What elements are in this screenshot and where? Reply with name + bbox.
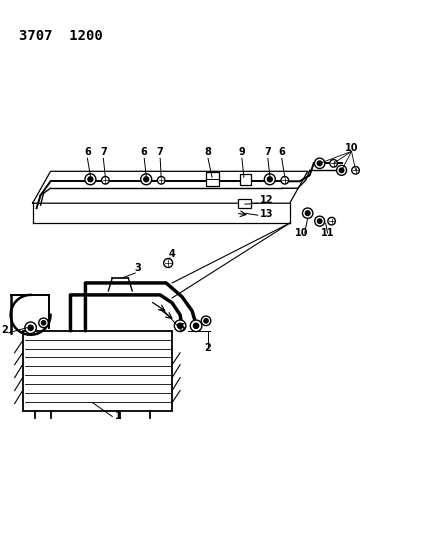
Text: 10: 10 bbox=[295, 228, 309, 238]
Bar bbox=[23, 331, 172, 410]
Circle shape bbox=[315, 158, 325, 168]
Circle shape bbox=[352, 166, 360, 174]
Text: 2: 2 bbox=[1, 325, 8, 335]
Circle shape bbox=[336, 165, 347, 175]
Circle shape bbox=[28, 325, 33, 330]
Bar bbox=[206, 172, 219, 186]
Text: 6: 6 bbox=[84, 147, 91, 157]
Circle shape bbox=[281, 176, 288, 184]
Text: 12: 12 bbox=[260, 195, 273, 205]
Text: 8: 8 bbox=[205, 147, 211, 157]
Text: 5: 5 bbox=[179, 323, 185, 333]
Text: 7: 7 bbox=[265, 147, 271, 157]
Text: 7: 7 bbox=[100, 147, 107, 157]
Circle shape bbox=[204, 319, 208, 323]
Circle shape bbox=[315, 216, 325, 226]
Bar bbox=[238, 199, 251, 208]
Text: 3: 3 bbox=[135, 263, 142, 273]
Text: 3707  1200: 3707 1200 bbox=[19, 29, 102, 43]
Text: 4: 4 bbox=[169, 249, 175, 259]
Circle shape bbox=[318, 219, 322, 223]
Text: 13: 13 bbox=[260, 209, 273, 219]
Bar bbox=[240, 174, 251, 185]
Circle shape bbox=[328, 217, 336, 225]
Circle shape bbox=[158, 176, 165, 184]
Circle shape bbox=[178, 323, 183, 328]
Circle shape bbox=[141, 174, 152, 185]
Circle shape bbox=[265, 174, 275, 185]
Circle shape bbox=[201, 316, 211, 326]
Circle shape bbox=[144, 177, 149, 182]
Text: 2: 2 bbox=[205, 343, 211, 353]
Circle shape bbox=[85, 174, 96, 185]
Circle shape bbox=[303, 208, 313, 219]
Circle shape bbox=[163, 259, 172, 268]
Circle shape bbox=[88, 177, 93, 182]
Text: 9: 9 bbox=[238, 147, 245, 157]
Circle shape bbox=[39, 318, 48, 328]
Circle shape bbox=[25, 322, 36, 334]
Text: 6: 6 bbox=[141, 147, 148, 157]
Circle shape bbox=[268, 177, 272, 182]
Circle shape bbox=[305, 211, 310, 215]
Circle shape bbox=[330, 159, 337, 167]
Circle shape bbox=[42, 321, 46, 325]
Circle shape bbox=[339, 168, 344, 173]
Text: 6: 6 bbox=[278, 147, 285, 157]
Text: 10: 10 bbox=[345, 143, 358, 154]
Circle shape bbox=[317, 161, 322, 166]
Circle shape bbox=[190, 320, 202, 332]
Text: 11: 11 bbox=[321, 228, 334, 238]
Polygon shape bbox=[33, 171, 308, 203]
Text: 7: 7 bbox=[157, 147, 163, 157]
Circle shape bbox=[193, 323, 199, 328]
Text: 1: 1 bbox=[115, 410, 122, 421]
Circle shape bbox=[101, 176, 109, 184]
Circle shape bbox=[174, 320, 186, 332]
